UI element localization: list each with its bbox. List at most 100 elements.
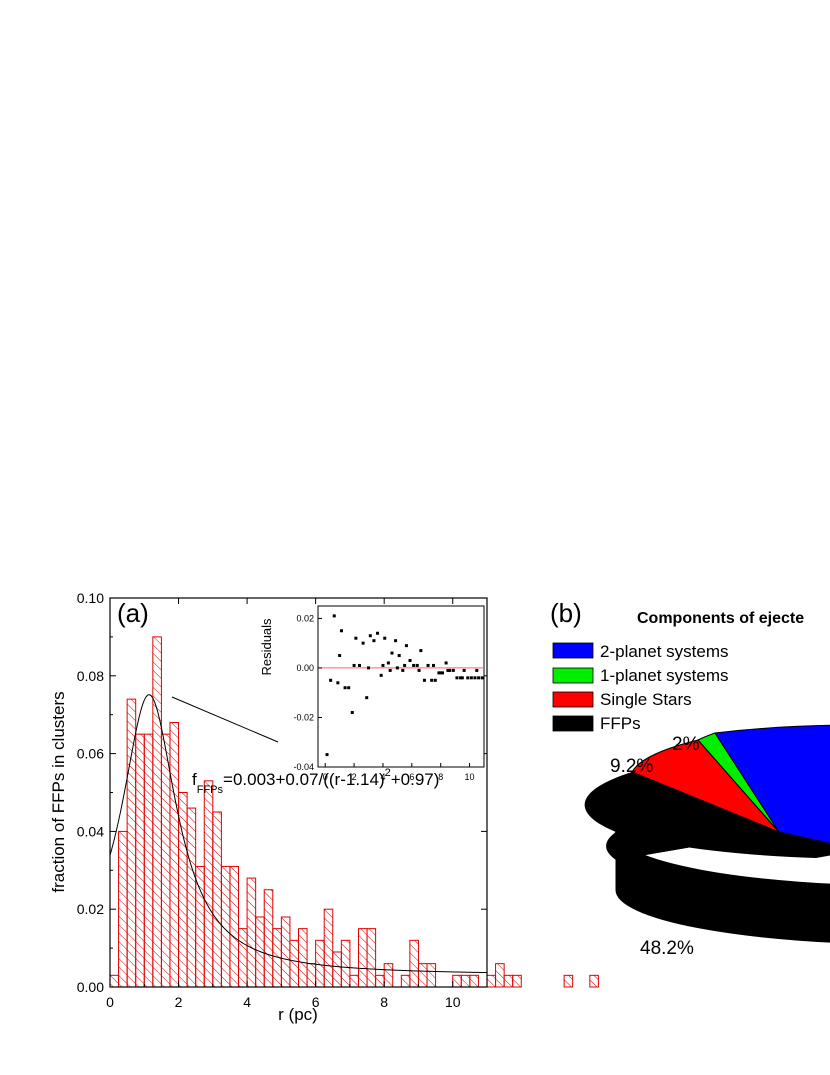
residual-point <box>419 649 423 653</box>
histogram-bar <box>152 636 162 988</box>
residual-point <box>459 676 463 680</box>
histogram-bar <box>118 830 128 988</box>
residual-point <box>426 663 430 667</box>
residual-point <box>412 663 416 667</box>
histogram-bar <box>160 733 171 988</box>
x-axis-ticks: 0 2 4 6 8 10 <box>106 598 461 1010</box>
histogram-bar <box>306 963 317 988</box>
residual-point <box>444 661 448 665</box>
histogram-bar <box>349 974 359 988</box>
residual-point <box>430 678 434 682</box>
pie-slice-2-planet <box>714 724 830 844</box>
residual-point <box>368 634 372 638</box>
legend-label-2-planet: 2-planet systems <box>600 642 729 661</box>
residual-point <box>451 668 455 672</box>
residual-point <box>446 668 450 672</box>
histogram-bar <box>323 908 334 988</box>
legend-label-1-planet: 1-planet systems <box>600 666 729 685</box>
residuals-inset: 0 2 4 6 8 10 0.020.00-0.02-0.04 Residuals <box>259 605 485 782</box>
fit-eq-mid: =0.003+0.07/((r-1.14) <box>223 770 385 789</box>
residual-point <box>439 671 443 675</box>
residual-point <box>336 681 340 685</box>
histogram-bar <box>332 951 342 988</box>
inset-y-tick-label: 0.00 <box>296 663 314 673</box>
annotation-pointer-line <box>171 696 279 743</box>
legend-swatch-ffps <box>552 715 594 732</box>
fit-eq-sup: 2 <box>385 767 391 779</box>
residual-point <box>354 636 358 640</box>
panel-label-b: (b) <box>550 598 582 628</box>
histogram-bar <box>126 698 137 988</box>
residual-point <box>404 644 408 648</box>
histogram-bar <box>366 928 377 988</box>
inset-x-ticks: 0 2 4 6 8 10 <box>323 763 475 782</box>
histogram-bar <box>298 928 308 988</box>
residual-point <box>441 671 444 675</box>
histogram-bars <box>109 636 599 988</box>
histogram-bar <box>375 974 385 988</box>
residual-point <box>394 639 398 643</box>
residual-point <box>417 668 421 672</box>
legend-swatch-single-stars <box>552 691 594 708</box>
histogram-bar <box>135 733 145 988</box>
residual-point <box>376 631 380 635</box>
residual-point <box>448 668 452 672</box>
residual-point <box>361 641 365 645</box>
slice-label-ffps: 48.2% <box>640 938 694 959</box>
residual-point <box>460 676 464 680</box>
slice-label-single-stars: 9.2% <box>610 756 653 777</box>
panel-label-a: (a) <box>117 598 149 628</box>
y-tick-label: 0.04 <box>77 823 104 839</box>
histogram-bar <box>143 733 154 988</box>
residual-point <box>325 753 329 757</box>
histogram-bar <box>203 780 214 988</box>
residual-point <box>358 663 361 667</box>
histogram-bar <box>289 939 300 988</box>
residual-point <box>477 676 481 680</box>
fit-curve <box>109 694 488 974</box>
y-tick-label: 0.00 <box>77 979 104 995</box>
histogram-bar <box>417 963 428 988</box>
residual-point <box>338 654 342 658</box>
histogram-bar <box>383 963 394 988</box>
histogram-bar <box>186 807 197 988</box>
x-tick-label: 4 <box>243 994 251 1010</box>
legend-swatch-2-planet <box>552 642 594 659</box>
residual-point <box>480 676 484 680</box>
residual-point <box>466 676 470 680</box>
histogram-bar <box>503 974 514 988</box>
residual-point <box>473 676 477 680</box>
fit-equation: fFFPs=0.003+0.07/((r-1.14)2+0.97) <box>192 767 439 796</box>
x-axis-label: r (pc) <box>278 1005 318 1024</box>
histogram-bar <box>486 974 497 988</box>
x-tick-label: 2 <box>175 994 183 1010</box>
pie-title: Components of ejecte <box>637 610 804 627</box>
residual-point <box>329 678 333 682</box>
residual-point <box>475 668 479 672</box>
pie-slice-single-stars <box>631 739 780 833</box>
residual-point <box>367 666 371 670</box>
pie-legend: 2-planet systems 1-planet systems Single… <box>552 642 729 733</box>
residual-point <box>365 696 369 700</box>
residual-point <box>350 711 354 715</box>
residual-point <box>386 661 390 665</box>
histogram-bar <box>109 974 120 988</box>
inset-y-tick-label: -0.02 <box>293 712 314 722</box>
inset-x-tick-label: 0 <box>323 772 328 782</box>
residual-point <box>462 668 466 672</box>
histogram-bar <box>460 974 471 988</box>
residual-point <box>381 663 385 667</box>
residual-point <box>390 651 394 655</box>
residual-point <box>395 666 399 670</box>
x-tick-label: 6 <box>312 994 320 1010</box>
histogram-bar <box>169 721 180 988</box>
pie-side-ffps <box>615 831 830 943</box>
x-tick-label: 8 <box>380 994 388 1010</box>
histogram-bar <box>238 928 248 988</box>
panel-b-pie: (b) Components of ejecte 2-planet system… <box>550 598 830 959</box>
histogram-bar <box>495 963 505 988</box>
histogram-bar <box>409 939 419 988</box>
inset-y-ticks: 0.02 0.00 -0.02 -0.04 <box>293 613 322 772</box>
y-tick-label: 0.06 <box>77 746 104 762</box>
